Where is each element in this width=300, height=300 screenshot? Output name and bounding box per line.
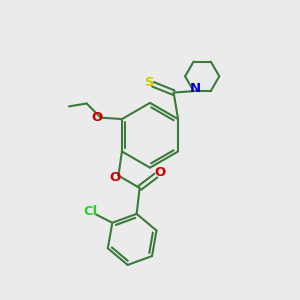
Text: O: O <box>109 172 121 184</box>
Text: O: O <box>92 111 103 124</box>
Text: Cl: Cl <box>84 205 98 218</box>
Text: O: O <box>154 166 166 179</box>
Text: S: S <box>145 76 155 89</box>
Text: N: N <box>190 82 201 95</box>
